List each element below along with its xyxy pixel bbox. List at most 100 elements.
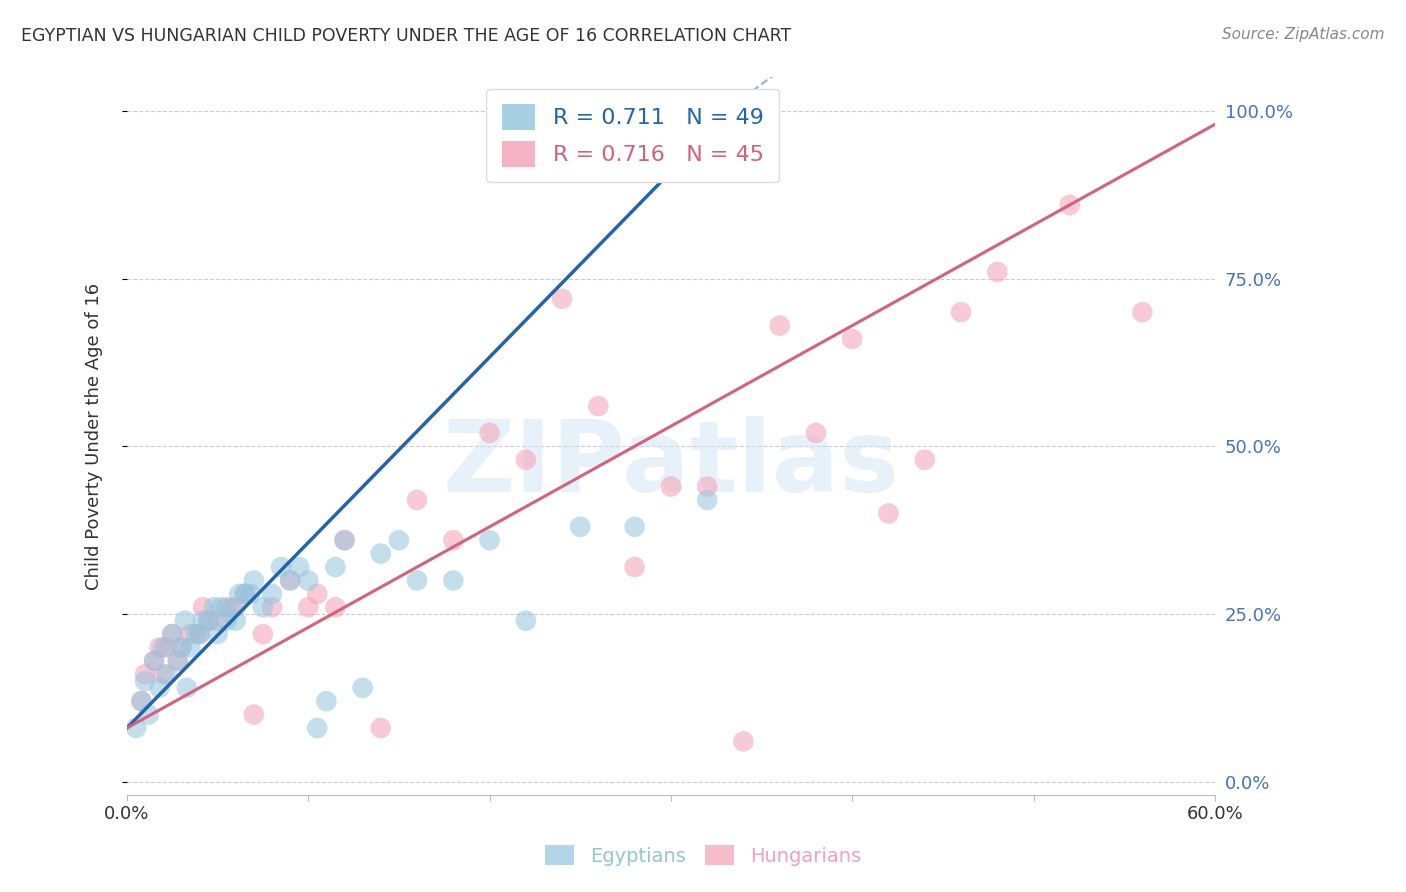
Point <box>325 600 347 615</box>
Point <box>207 627 229 641</box>
Point <box>333 533 356 548</box>
Point <box>166 654 188 668</box>
Point <box>733 103 755 118</box>
Point <box>1130 305 1153 319</box>
Point <box>156 667 179 681</box>
Point <box>225 614 247 628</box>
Point <box>515 452 537 467</box>
Point <box>148 640 170 655</box>
Point <box>131 694 153 708</box>
Point <box>804 425 827 440</box>
Point <box>333 533 356 548</box>
Point <box>478 425 501 440</box>
Point <box>315 694 337 708</box>
Point <box>152 667 174 681</box>
Point <box>623 520 645 534</box>
Point <box>197 614 219 628</box>
Point <box>148 681 170 695</box>
Point <box>170 640 193 655</box>
Point <box>441 574 464 588</box>
Point <box>191 600 214 615</box>
Point <box>352 681 374 695</box>
Point <box>239 587 262 601</box>
Point <box>252 627 274 641</box>
Point <box>179 640 201 655</box>
Point <box>733 734 755 748</box>
Point <box>188 627 211 641</box>
Point <box>841 332 863 346</box>
Text: Source: ZipAtlas.com: Source: ZipAtlas.com <box>1222 27 1385 42</box>
Point <box>233 587 256 601</box>
Point <box>260 600 283 615</box>
Point <box>184 627 207 641</box>
Y-axis label: Child Poverty Under the Age of 16: Child Poverty Under the Age of 16 <box>86 283 103 590</box>
Point <box>297 574 319 588</box>
Point <box>270 560 292 574</box>
Point <box>162 627 184 641</box>
Point <box>569 520 592 534</box>
Point <box>478 533 501 548</box>
Point <box>696 479 718 493</box>
Point <box>623 560 645 574</box>
Point <box>174 614 197 628</box>
Point <box>207 614 229 628</box>
Point <box>179 627 201 641</box>
Point <box>278 574 301 588</box>
Point <box>243 707 266 722</box>
Point <box>188 627 211 641</box>
Point <box>370 721 392 735</box>
Point <box>325 560 347 574</box>
Legend: R = 0.711   N = 49, R = 0.716   N = 45: R = 0.711 N = 49, R = 0.716 N = 45 <box>486 88 779 182</box>
Point <box>986 265 1008 279</box>
Point <box>307 587 329 601</box>
Point <box>134 667 156 681</box>
Point <box>125 721 148 735</box>
Point <box>176 681 198 695</box>
Point <box>914 452 936 467</box>
Point <box>1059 198 1081 212</box>
Point <box>152 640 174 655</box>
Point <box>877 507 900 521</box>
Text: EGYPTIAN VS HUNGARIAN CHILD POVERTY UNDER THE AGE OF 16 CORRELATION CHART: EGYPTIAN VS HUNGARIAN CHILD POVERTY UNDE… <box>21 27 792 45</box>
Point <box>260 587 283 601</box>
Point <box>659 479 682 493</box>
Point <box>143 654 166 668</box>
Point <box>588 399 610 413</box>
Point <box>769 318 792 333</box>
Legend: Egyptians, Hungarians: Egyptians, Hungarians <box>537 838 869 873</box>
Point <box>138 707 160 722</box>
Point <box>288 560 311 574</box>
Point <box>166 654 188 668</box>
Point <box>143 654 166 668</box>
Point <box>191 614 214 628</box>
Point <box>388 533 411 548</box>
Point <box>215 600 238 615</box>
Point <box>297 600 319 615</box>
Point <box>233 587 256 601</box>
Point <box>441 533 464 548</box>
Point <box>221 600 243 615</box>
Point <box>370 547 392 561</box>
Point <box>156 640 179 655</box>
Point <box>278 574 301 588</box>
Text: ZIPatlas: ZIPatlas <box>443 417 900 514</box>
Point <box>215 614 238 628</box>
Point <box>170 640 193 655</box>
Point <box>228 587 250 601</box>
Point <box>307 721 329 735</box>
Point <box>406 574 429 588</box>
Point <box>134 674 156 689</box>
Point <box>252 600 274 615</box>
Point <box>197 614 219 628</box>
Point <box>131 694 153 708</box>
Point <box>696 492 718 507</box>
Point <box>406 492 429 507</box>
Point <box>515 614 537 628</box>
Point <box>202 600 225 615</box>
Point <box>243 574 266 588</box>
Point <box>950 305 973 319</box>
Point <box>209 600 232 615</box>
Point <box>225 600 247 615</box>
Point <box>551 292 574 306</box>
Point <box>162 627 184 641</box>
